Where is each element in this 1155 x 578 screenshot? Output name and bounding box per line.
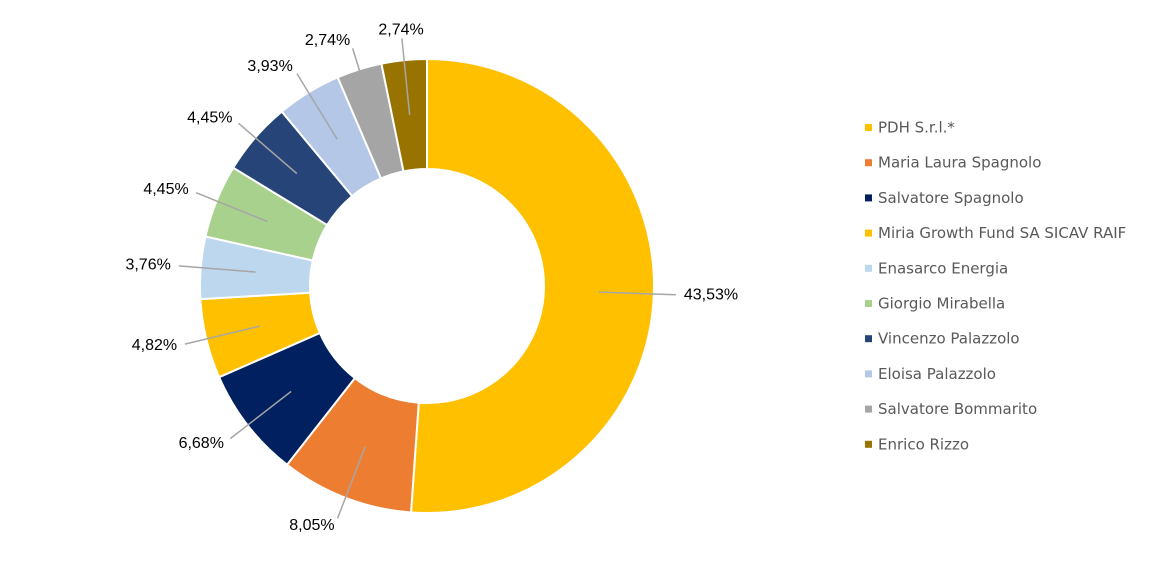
data-label: 6,68% [179, 435, 224, 452]
legend-label: Salvatore Spagnolo [878, 189, 1024, 207]
data-label: 4,45% [187, 109, 232, 126]
legend-label: PDH S.r.l.* [878, 119, 955, 137]
leader-line [195, 192, 268, 223]
leader-line [336, 446, 366, 519]
legend-swatch [865, 370, 872, 378]
data-label: 2,74% [305, 32, 350, 49]
legend-label: Miria Growth Fund SA SICAV RAIF [878, 224, 1126, 242]
data-label: 3,76% [125, 256, 170, 273]
legend-swatch [865, 264, 872, 272]
legend-swatch [865, 300, 872, 307]
legend-label: Enrico Rizzo [878, 435, 969, 453]
data-label: 4,45% [143, 181, 188, 198]
legend-label: Enasarco Energia [878, 259, 1008, 277]
data-label: 43,53% [684, 286, 738, 303]
legend-swatch [865, 440, 872, 448]
leader-line [598, 291, 676, 296]
legend-label: Maria Laura Spagnolo [878, 154, 1041, 172]
legend-swatch [865, 335, 872, 343]
leader-line [296, 73, 338, 140]
slice [380, 57, 428, 173]
leader-line [178, 265, 256, 273]
data-label: 8,05% [289, 517, 334, 534]
data-label: 4,82% [132, 337, 177, 354]
leader-line [238, 122, 298, 175]
leader-line [229, 390, 292, 440]
legend-label: Vincenzo Palazzolo [878, 330, 1020, 348]
slice [409, 57, 655, 514]
leader-line [184, 325, 260, 345]
legend-swatch [865, 194, 872, 202]
legend-swatch [865, 405, 872, 413]
data-label: 3,93% [247, 58, 292, 75]
legend-label: Salvatore Bommarito [878, 400, 1037, 418]
legend-label: Giorgio Mirabella [878, 295, 1005, 313]
leader-line [351, 48, 377, 123]
leader-line [401, 38, 411, 115]
legend-swatch [865, 124, 872, 131]
legend-swatch [865, 229, 872, 237]
data-label: 2,74% [378, 22, 423, 39]
legend-label: Eloisa Palazzolo [878, 365, 996, 383]
legend-swatch [865, 159, 872, 167]
